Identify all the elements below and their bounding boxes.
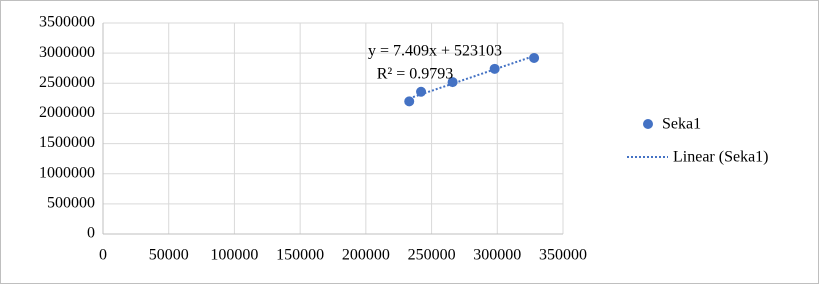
- point: [404, 96, 415, 107]
- point: [489, 63, 500, 74]
- x-tick-label: 150000: [276, 247, 324, 264]
- y-tick-label: 3000000: [39, 44, 95, 61]
- point: [416, 86, 427, 97]
- legend-marker: [643, 119, 653, 129]
- y-tick-label: 1000000: [39, 164, 95, 181]
- x-tick-label: 300000: [473, 247, 521, 264]
- y-tick-label: 0: [87, 225, 95, 242]
- y-tick-label: 1500000: [39, 134, 95, 151]
- point: [529, 52, 540, 63]
- x-tick-label: 200000: [342, 247, 390, 264]
- trendline-r2: R² = 0.9793: [377, 66, 454, 83]
- x-tick-label: 100000: [210, 247, 258, 264]
- x-tick-label: 0: [99, 247, 107, 264]
- trendline-equation: y = 7.409x + 523103: [368, 43, 502, 60]
- x-tick-label: 350000: [539, 247, 587, 264]
- legend-label: Seka1: [662, 116, 701, 133]
- x-tick-label: 50000: [149, 247, 189, 264]
- y-tick-label: 2500000: [39, 74, 95, 91]
- legend-label: Linear (Seka1): [673, 149, 769, 166]
- y-tick-label: 500000: [47, 195, 95, 212]
- trendline: [408, 55, 535, 100]
- y-tick-label: 3500000: [39, 14, 95, 31]
- point: [447, 77, 458, 88]
- x-tick-label: 250000: [408, 247, 456, 264]
- y-tick-label: 2000000: [39, 104, 95, 121]
